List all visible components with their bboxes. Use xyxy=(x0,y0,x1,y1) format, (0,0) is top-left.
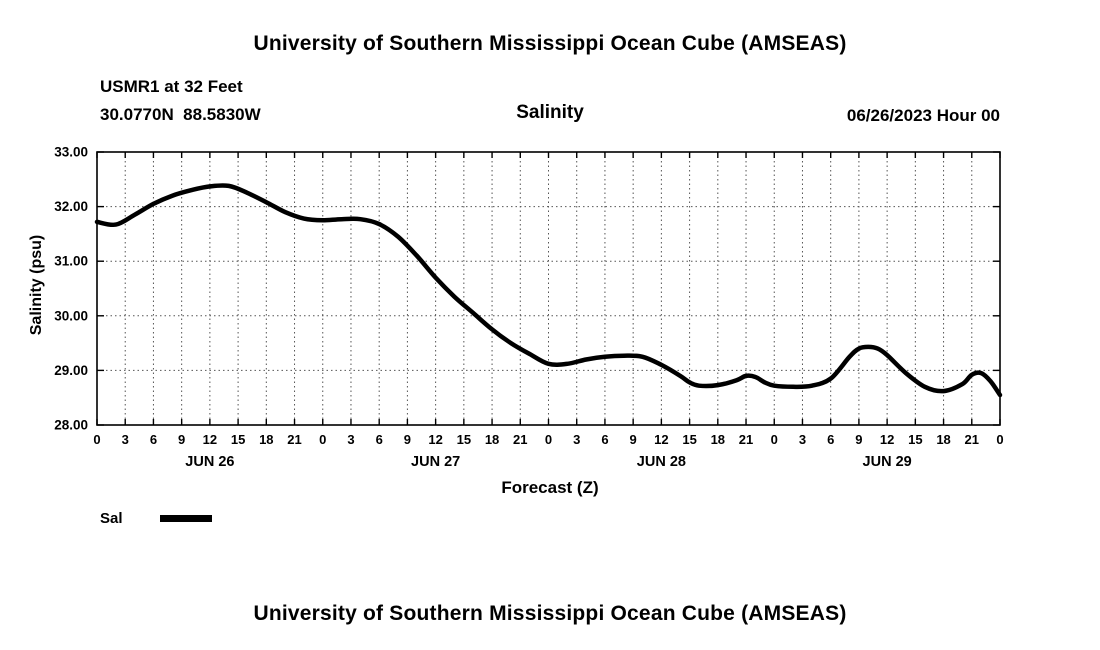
legend-series-label: Sal xyxy=(100,510,123,527)
svg-text:12: 12 xyxy=(203,432,217,447)
page-title: University of Southern Mississippi Ocean… xyxy=(253,32,847,55)
svg-text:0: 0 xyxy=(93,432,100,447)
svg-text:JUN 26: JUN 26 xyxy=(185,454,234,470)
svg-text:9: 9 xyxy=(630,432,637,447)
svg-text:28.00: 28.00 xyxy=(54,418,88,433)
svg-text:21: 21 xyxy=(513,432,527,447)
svg-text:18: 18 xyxy=(936,432,950,447)
legend-line-swatch xyxy=(160,515,212,522)
svg-text:32.00: 32.00 xyxy=(54,199,88,214)
svg-text:9: 9 xyxy=(855,432,862,447)
series-line-sal xyxy=(94,183,1003,398)
svg-text:15: 15 xyxy=(908,432,922,447)
svg-text:15: 15 xyxy=(231,432,245,447)
svg-text:12: 12 xyxy=(428,432,442,447)
svg-text:0: 0 xyxy=(996,432,1003,447)
svg-text:0: 0 xyxy=(319,432,326,447)
svg-text:3: 3 xyxy=(573,432,580,447)
page-title-footer: University of Southern Mississippi Ocean… xyxy=(253,602,847,625)
grid xyxy=(97,152,1000,425)
svg-text:12: 12 xyxy=(654,432,668,447)
x-tick-labels: 0 3 6 9 12 15 18 21 0 3 6 9 12 15 18 21 0 3 6 9 12 15 18 21 0 3 6 9… xyxy=(93,432,1003,447)
station-coordinates: 30.0770N 88.5830W xyxy=(100,105,261,124)
svg-text:JUN 28: JUN 28 xyxy=(637,454,686,470)
svg-text:21: 21 xyxy=(287,432,301,447)
svg-text:JUN 27: JUN 27 xyxy=(411,454,460,470)
svg-text:6: 6 xyxy=(601,432,608,447)
svg-text:18: 18 xyxy=(711,432,725,447)
svg-text:3: 3 xyxy=(122,432,129,447)
svg-text:21: 21 xyxy=(965,432,979,447)
svg-text:9: 9 xyxy=(178,432,185,447)
svg-text:0: 0 xyxy=(771,432,778,447)
svg-text:JUN 29: JUN 29 xyxy=(863,454,912,470)
svg-text:6: 6 xyxy=(150,432,157,447)
svg-text:6: 6 xyxy=(827,432,834,447)
svg-text:3: 3 xyxy=(347,432,354,447)
axis-ticks xyxy=(96,151,1001,426)
plot-title: Salinity xyxy=(516,102,584,123)
svg-text:33.00: 33.00 xyxy=(54,145,88,160)
x-axis-title: Forecast (Z) xyxy=(501,478,599,497)
svg-text:30.00: 30.00 xyxy=(54,308,88,323)
station-label: USMR1 at 32 Feet xyxy=(100,77,243,96)
svg-text:15: 15 xyxy=(682,432,696,447)
svg-text:15: 15 xyxy=(457,432,471,447)
day-labels: JUN 26 JUN 27 JUN 28 JUN 29 xyxy=(185,454,911,470)
svg-text:21: 21 xyxy=(739,432,753,447)
svg-text:6: 6 xyxy=(376,432,383,447)
svg-text:12: 12 xyxy=(880,432,894,447)
svg-text:18: 18 xyxy=(485,432,499,447)
svg-text:0: 0 xyxy=(545,432,552,447)
svg-text:18: 18 xyxy=(259,432,273,447)
svg-text:29.00: 29.00 xyxy=(54,363,88,378)
forecast-run-time: 06/26/2023 Hour 00 xyxy=(846,106,1000,125)
svg-text:3: 3 xyxy=(799,432,806,447)
y-tick-labels: 28.00 29.00 30.00 31.00 32.00 33.00 xyxy=(54,145,88,433)
svg-text:31.00: 31.00 xyxy=(54,254,88,269)
svg-text:9: 9 xyxy=(404,432,411,447)
